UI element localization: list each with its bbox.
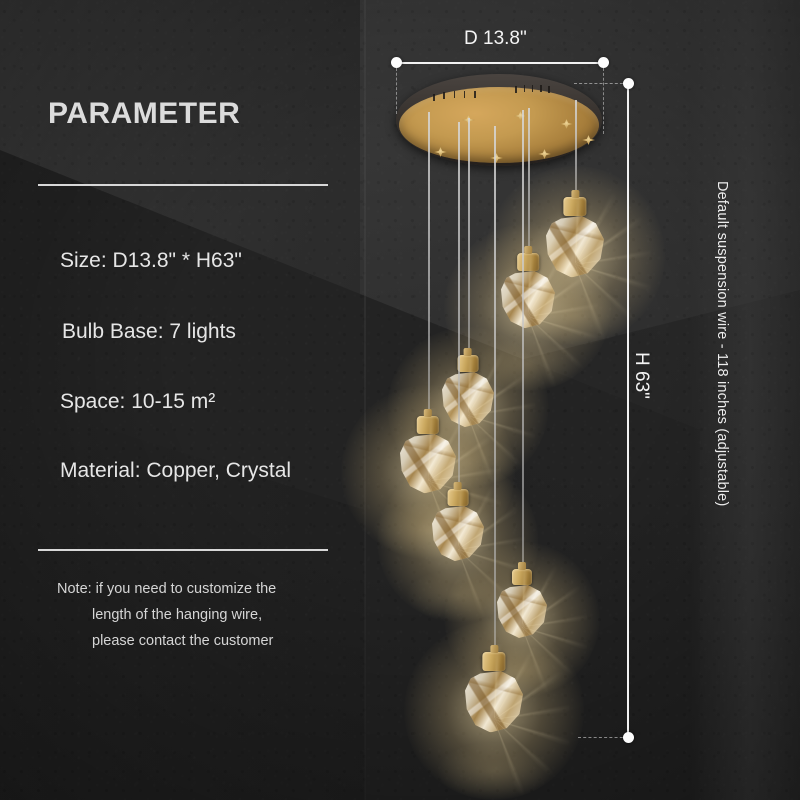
brass-pendant-cap [512, 568, 532, 585]
canopy-rim-detail [523, 85, 526, 93]
wire-attachment-nut [434, 147, 447, 157]
brass-pendant-cap [482, 651, 506, 671]
canopy-rim-detail [531, 85, 534, 93]
wire-attachment-nut [560, 119, 573, 129]
brass-pendant-cap [517, 253, 539, 271]
spec-space: Space: 10-15 m² [60, 390, 216, 413]
faceted-crystal-gem [442, 372, 494, 428]
diameter-endpoint-right [598, 57, 609, 68]
suspension-wire [494, 126, 496, 657]
note-line-2: length of the hanging wire, [92, 607, 263, 623]
wire-attachment-nut [538, 149, 551, 159]
canopy-rim-detail [453, 91, 456, 99]
suspension-wire [528, 108, 530, 257]
diameter-extension-right [603, 68, 604, 134]
height-dimension-line [627, 86, 629, 736]
canopy-rim-detail [548, 85, 550, 93]
suspension-wire-note: Default suspension wire - 118 inches (ad… [714, 181, 730, 507]
suspension-wire [522, 110, 524, 571]
brass-pendant-cap [416, 415, 440, 434]
faceted-crystal-gem [432, 506, 484, 562]
divider-top [38, 184, 328, 186]
diameter-dimension-line [400, 62, 604, 64]
canopy-rim-detail [433, 94, 435, 102]
note-line-3: please contact the customer [92, 633, 274, 649]
spec-material: Material: Copper, Crystal [60, 459, 292, 482]
suspension-wire [575, 100, 577, 202]
wire-attachment-nut [514, 111, 527, 121]
brass-pendant-cap [563, 196, 587, 216]
wire-attachment-nut [490, 153, 503, 163]
brass-pendant-cap [457, 354, 479, 372]
ceiling-canopy [396, 74, 602, 166]
note-line-1: Note: if you need to customize the [57, 581, 277, 597]
page-title: PARAMETER [48, 97, 241, 130]
height-extension-top [574, 83, 628, 84]
divider-bottom [38, 549, 328, 551]
canopy-rim-detail [540, 85, 542, 93]
suspension-wire [458, 122, 460, 492]
height-endpoint-top [623, 78, 634, 89]
brass-pendant-cap [447, 488, 469, 506]
canopy-rim-detail [515, 85, 517, 93]
faceted-crystal-gem [465, 671, 523, 733]
canopy-rim-detail [463, 90, 466, 98]
spec-size: Size: D13.8" * H63" [60, 249, 242, 272]
height-extension-bottom [578, 737, 628, 738]
canopy-rim-detail [443, 92, 445, 100]
faceted-crystal-gem [546, 216, 604, 278]
spec-bulb-base: Bulb Base: 7 lights [62, 320, 236, 343]
diameter-extension-left [396, 68, 397, 114]
faceted-crystal-gem [497, 585, 547, 638]
suspension-wire [428, 112, 430, 420]
wire-attachment-nut [582, 135, 595, 145]
height-endpoint-bottom [623, 732, 634, 743]
parameter-panel: PARAMETER Size: D13.8" * H63" Bulb Base:… [0, 0, 365, 800]
diameter-dimension-label: D 13.8" [464, 28, 527, 49]
light-pool [474, 336, 582, 391]
canopy-rim-detail [474, 90, 476, 98]
height-dimension-label: H 63" [631, 352, 652, 399]
suspension-wire [468, 118, 470, 358]
light-pool [436, 741, 552, 800]
right-corner-highlight [690, 0, 800, 800]
diameter-endpoint-left [391, 57, 402, 68]
